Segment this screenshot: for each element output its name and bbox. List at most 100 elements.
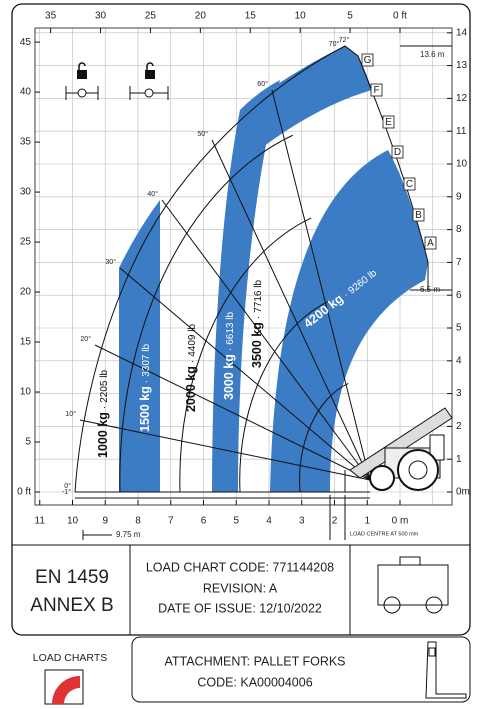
separator: · <box>99 406 110 409</box>
lock-icons <box>66 63 168 100</box>
left-tick-label: 20 <box>20 287 32 298</box>
zone-1500 <box>119 200 160 492</box>
left-tick-label: 35 <box>20 137 32 148</box>
left-tick-label: 40 <box>20 87 32 98</box>
separator: · <box>253 316 264 319</box>
load-kg: 3500 kg <box>250 322 264 368</box>
machine-icon <box>378 557 448 613</box>
angle-label: 40° <box>147 190 158 198</box>
top-tick-label: 15 <box>245 11 257 22</box>
right-tick-label: 13 <box>456 60 468 71</box>
bottom-tick-label: 4 <box>266 516 272 527</box>
bottom-tick-label: 1 <box>364 516 370 527</box>
right-tick-label: 6 <box>456 290 462 301</box>
angle-label: 10° <box>65 410 76 418</box>
bottom-tick-label: 0 m <box>392 516 409 527</box>
zone-upper <box>240 46 372 152</box>
bottom-tick-label: 10 <box>67 516 79 527</box>
load-kg: 1500 kg <box>138 386 152 432</box>
load-label: 3500 kg · 7716 lb <box>250 280 264 368</box>
right-tick-label: 7 <box>456 257 462 268</box>
angle-label: 72° <box>339 36 350 44</box>
load-lb: 7716 lb <box>253 280 264 313</box>
bottom-tick-label: 8 <box>135 516 141 527</box>
attachment-box <box>132 637 470 702</box>
load-label: 1500 kg · 3307 lb <box>138 344 152 432</box>
load-lb: 3307 lb <box>141 344 152 377</box>
zone-label: G <box>364 55 372 66</box>
angle-label: 50° <box>197 130 208 138</box>
attachment-code: CODE: KA00004006 <box>197 675 312 689</box>
load-label: 2000 kg·4409 lb <box>184 324 198 412</box>
top-tick-label: 10 <box>295 11 307 22</box>
right-tick-label: 0m <box>456 487 470 498</box>
top-tick-label: 20 <box>195 11 207 22</box>
load-kg: 2000 kg <box>184 366 198 412</box>
load-lb: 2205 lb <box>99 370 110 403</box>
standard: EN 1459 <box>35 567 109 588</box>
bottom-tick-label: 9 <box>102 516 108 527</box>
annex: ANNEX B <box>30 595 113 616</box>
load-centre: LOAD CENTRE AT 500 mm <box>350 531 419 537</box>
separator: · <box>225 348 236 351</box>
zone-label: D <box>394 147 401 158</box>
left-tick-label: 25 <box>20 237 32 248</box>
revision: REVISION: A <box>203 581 278 595</box>
angle-label: 20° <box>80 335 91 343</box>
zone-label: E <box>385 117 392 128</box>
right-tick-label: 4 <box>456 355 462 366</box>
angle-label: 70° <box>329 40 340 48</box>
load-kg: 1000 kg <box>96 412 110 458</box>
load-zones <box>119 46 428 492</box>
logo-icon <box>45 670 83 704</box>
right-tick-label: 11 <box>456 126 467 137</box>
max-reach: 9.75 m <box>116 530 141 539</box>
left-tick-label: 0 ft <box>17 487 31 498</box>
bottom-tick-label: 3 <box>299 516 305 527</box>
right-tick-label: 1 <box>456 454 462 465</box>
zone-label: C <box>406 179 413 190</box>
angle-label: 60° <box>257 80 268 88</box>
right-tick-label: 3 <box>456 388 462 399</box>
zone-label: A <box>427 238 434 249</box>
separator: · <box>141 380 152 383</box>
load-lb: 4409 lb <box>187 324 198 357</box>
logo-text: LOAD CHARTS <box>33 652 108 664</box>
left-tick-label: 15 <box>20 337 32 348</box>
left-tick-label: 5 <box>25 437 31 448</box>
load-lb: 6613 lb <box>225 312 236 345</box>
right-tick-label: 5 <box>456 323 462 334</box>
load-kg: 3000 kg <box>222 354 236 400</box>
right-tick-label: 9 <box>456 191 462 202</box>
load-label: 3000 kg · 6613 lb <box>222 312 236 400</box>
right-tick-label: 8 <box>456 224 462 235</box>
left-tick-label: 45 <box>20 37 32 48</box>
load-label: 1000 kg · 2205 lb <box>96 370 110 458</box>
left-tick-label: 10 <box>20 387 32 398</box>
machine <box>340 408 452 492</box>
top-tick-label: 0 ft <box>393 11 407 22</box>
angle-label: 30° <box>105 258 116 266</box>
bottom-tick-label: 7 <box>168 516 174 527</box>
bottom-tick-label: 2 <box>332 516 338 527</box>
bottom-tick-label: 6 <box>201 516 207 527</box>
fork-icon <box>426 642 466 698</box>
top-tick-label: 30 <box>95 11 107 22</box>
top-tick-label: 35 <box>45 11 57 22</box>
top-tick-label: 25 <box>145 11 157 22</box>
right-tick-label: 14 <box>456 27 468 38</box>
right-tick-label: 10 <box>456 159 468 170</box>
top-tick-label: 5 <box>347 11 353 22</box>
max-height: 13.6 m <box>420 50 445 59</box>
zone-label: B <box>415 210 422 221</box>
chart-code: LOAD CHART CODE: 771144208 <box>146 560 334 574</box>
bottom-tick-label: 5 <box>233 516 239 527</box>
left-tick-label: 30 <box>20 187 32 198</box>
reach-at-height: 6.5 m <box>420 285 440 294</box>
load-chart-page: EN 1459 ANNEX B LOAD CHART CODE: 7711442… <box>0 0 483 709</box>
bottom-tick-label: 11 <box>35 516 46 527</box>
attachment: ATTACHMENT: PALLET FORKS <box>164 654 345 668</box>
right-tick-label: 2 <box>456 421 462 432</box>
zone-label: F <box>373 85 379 96</box>
angle-label: -1° <box>62 488 71 496</box>
